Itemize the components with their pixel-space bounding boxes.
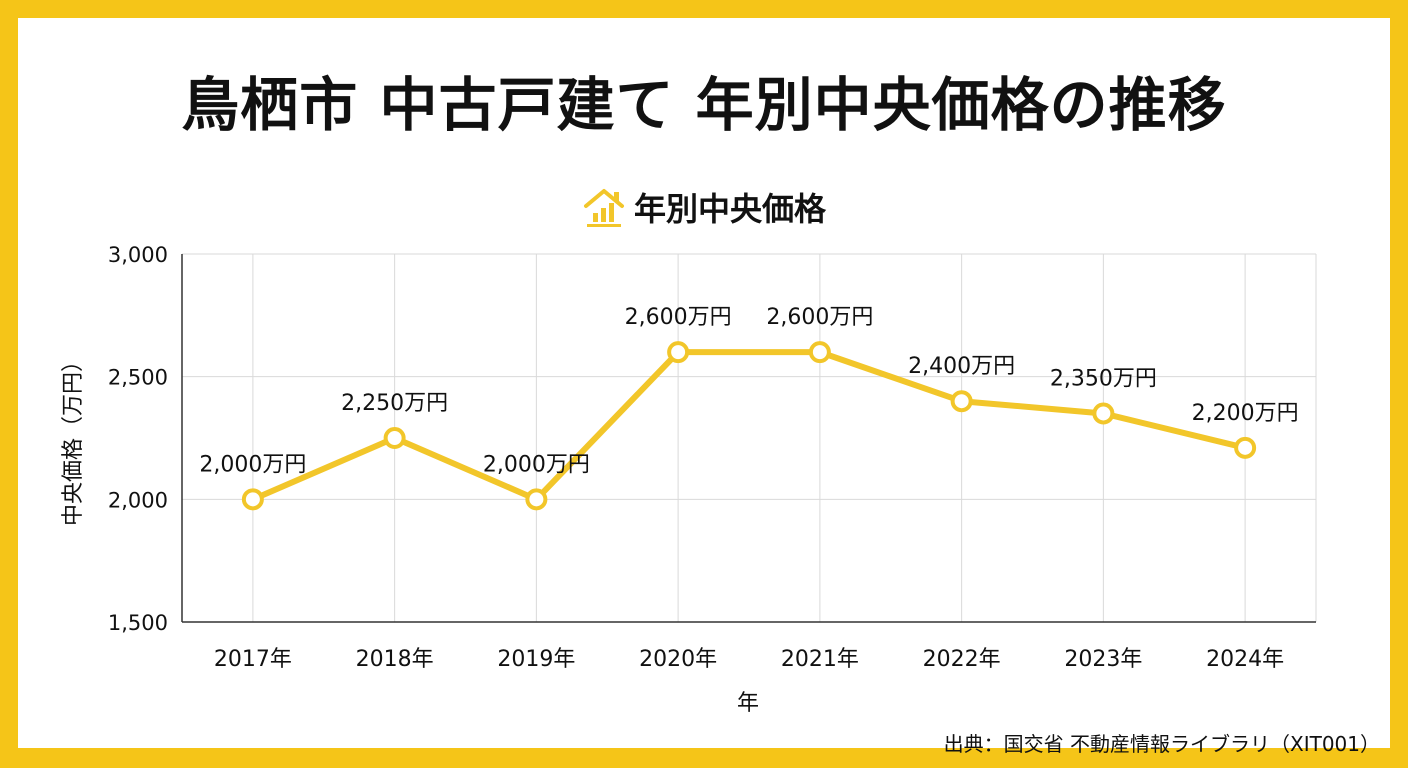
y-axis-title: 中央価格（万円） — [61, 350, 86, 526]
data-label: 2,350万円 — [1050, 366, 1157, 391]
data-label: 2,600万円 — [766, 305, 873, 330]
data-point — [667, 341, 690, 364]
data-point — [1234, 436, 1257, 459]
data-label: 2,000万円 — [483, 452, 590, 477]
data-label: 2,400万円 — [908, 354, 1015, 379]
data-label: 2,250万円 — [341, 391, 448, 416]
x-tick-label: 2020年 — [639, 647, 717, 672]
chart-frame — [18, 18, 1390, 748]
data-point — [383, 427, 406, 449]
data-point — [525, 488, 548, 511]
data-label: 2,000万円 — [199, 452, 306, 477]
chart-subtitle: 年別中央価格 — [0, 184, 1408, 230]
y-tick-label: 2,500 — [108, 366, 168, 390]
data-label: 2,200万円 — [1192, 401, 1299, 426]
source-note: 出典：国交省 不動産情報ライブラリ（XIT001） — [943, 732, 1380, 756]
data-label: 2,600万円 — [625, 305, 732, 330]
x-tick-label: 2024年 — [1206, 647, 1284, 672]
x-tick-label: 2023年 — [1064, 647, 1142, 672]
x-tick-label: 2018年 — [356, 647, 434, 672]
y-tick-label: 2,000 — [108, 488, 168, 512]
x-tick-label: 2021年 — [781, 647, 859, 672]
data-point — [808, 341, 831, 364]
house-chart-icon — [583, 189, 624, 227]
x-tick-label: 2019年 — [497, 647, 575, 672]
x-tick-label: 2017年 — [214, 647, 292, 672]
y-tick-label: 3,000 — [108, 243, 168, 267]
y-tick-label: 1,500 — [108, 611, 168, 635]
x-tick-label: 2022年 — [923, 647, 1001, 672]
x-axis-title: 年 — [737, 691, 759, 716]
data-point — [241, 488, 264, 511]
series-line — [249, 349, 1249, 503]
page-title: 鳥栖市 中古戸建て 年別中央価格の推移 — [181, 71, 1227, 139]
data-point — [950, 390, 973, 413]
subtitle-text: 年別中央価格 — [633, 190, 826, 228]
data-point — [1092, 402, 1115, 425]
